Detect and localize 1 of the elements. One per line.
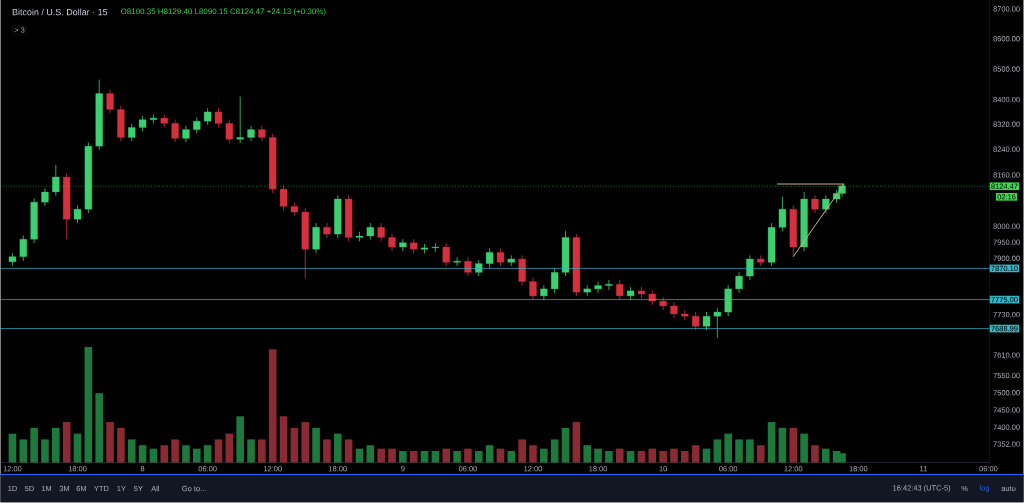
text: Bitcoin / U.S. Dollar · 15 [12, 8, 108, 16]
